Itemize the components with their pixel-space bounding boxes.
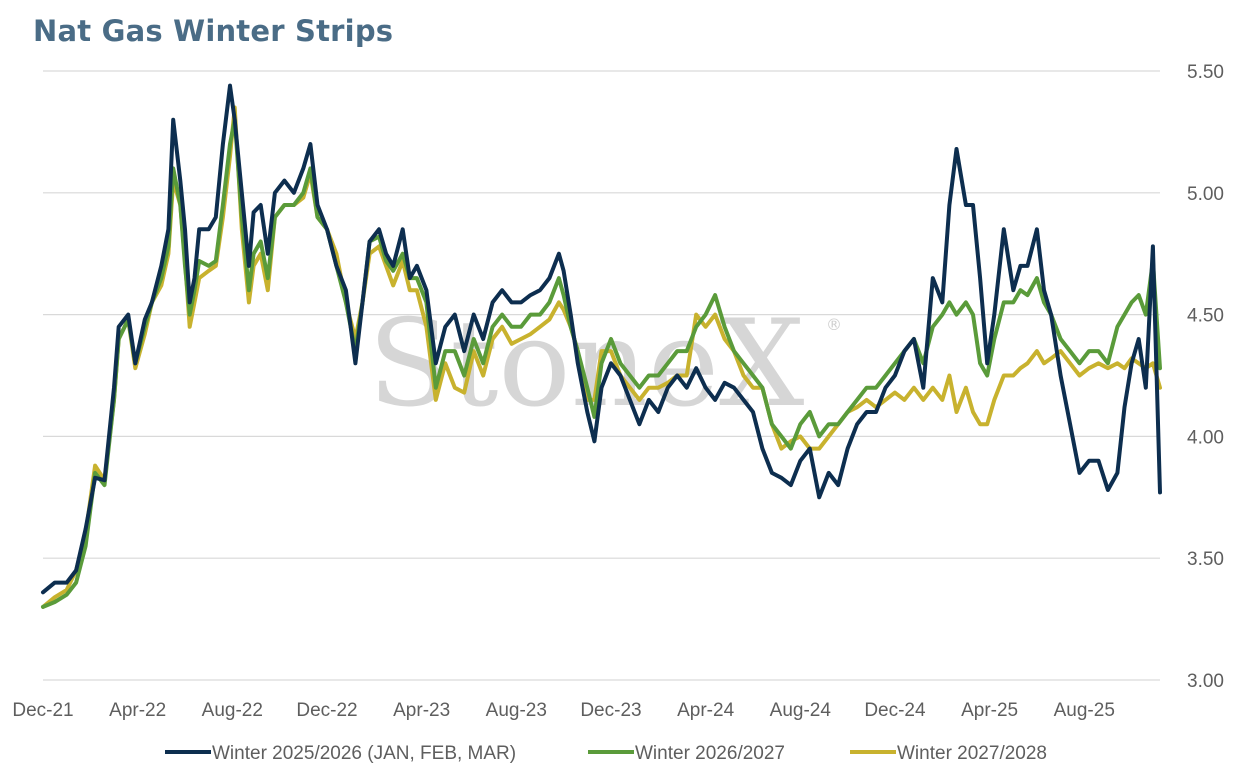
y-tick-label: 4.50 xyxy=(1187,306,1224,327)
chart-title: Nat Gas Winter Strips xyxy=(33,14,394,48)
y-tick-label: 5.50 xyxy=(1187,62,1224,83)
x-tick-label: Apr-22 xyxy=(109,700,166,721)
x-tick-label: Aug-22 xyxy=(202,700,263,721)
series-line xyxy=(41,83,1162,595)
x-tick-label: Dec-24 xyxy=(864,700,926,721)
y-tick-label: 4.00 xyxy=(1187,427,1224,448)
legend-label: Winter 2025/2026 (JAN, FEB, MAR) xyxy=(212,743,516,764)
x-axis: Dec-21 Apr-22 Aug-22 Dec-22 Apr-23 Aug-23 Dec-… xyxy=(12,700,1115,721)
y-axis: 3.00 3.50 4.00 4.50 5.00 5.50 xyxy=(1187,62,1224,692)
x-tick-label: Apr-23 xyxy=(393,700,450,721)
x-tick-label: Dec-23 xyxy=(580,700,641,721)
x-tick-label: Aug-25 xyxy=(1054,700,1115,721)
x-tick-label: Aug-23 xyxy=(486,700,547,721)
y-tick-label: 3.00 xyxy=(1187,671,1224,692)
y-tick-label: 3.50 xyxy=(1187,549,1224,570)
y-tick-label: 5.00 xyxy=(1187,184,1224,205)
x-tick-label: Apr-25 xyxy=(961,700,1018,721)
legend-label: Winter 2026/2027 xyxy=(635,743,785,764)
x-tick-label: Dec-21 xyxy=(12,700,73,721)
x-tick-label: Dec-22 xyxy=(296,700,357,721)
watermark-registered-mark: ® xyxy=(826,315,842,334)
series-lines xyxy=(41,83,1162,609)
legend-label: Winter 2027/2028 xyxy=(897,743,1047,764)
legend: Winter 2025/2026 (JAN, FEB, MAR) Winter 2… xyxy=(165,743,1047,764)
x-tick-label: Aug-24 xyxy=(770,700,832,721)
x-tick-label: Apr-24 xyxy=(677,700,734,721)
gridlines xyxy=(43,70,1160,681)
